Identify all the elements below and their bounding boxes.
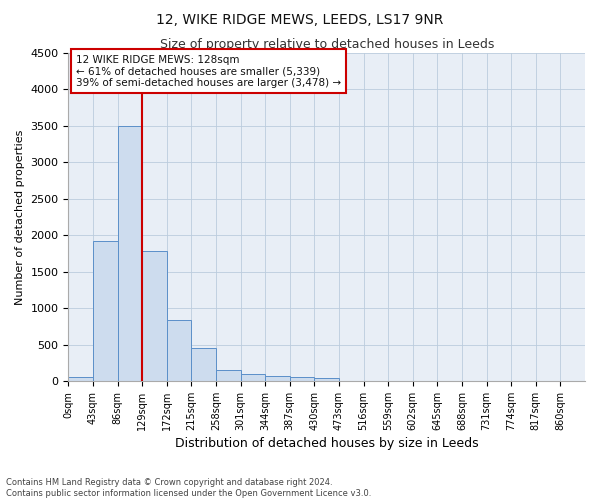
Bar	[216, 370, 241, 381]
Y-axis label: Number of detached properties: Number of detached properties	[15, 130, 25, 304]
Text: 12 WIKE RIDGE MEWS: 128sqm
← 61% of detached houses are smaller (5,339)
39% of s: 12 WIKE RIDGE MEWS: 128sqm ← 61% of deta…	[76, 54, 341, 88]
Text: Contains HM Land Registry data © Crown copyright and database right 2024.
Contai: Contains HM Land Registry data © Crown c…	[6, 478, 371, 498]
Title: Size of property relative to detached houses in Leeds: Size of property relative to detached ho…	[160, 38, 494, 51]
Bar	[191, 348, 216, 381]
Bar	[142, 252, 167, 381]
Bar	[167, 320, 191, 381]
X-axis label: Distribution of detached houses by size in Leeds: Distribution of detached houses by size …	[175, 437, 479, 450]
Bar	[118, 126, 142, 381]
Bar	[93, 241, 118, 381]
Bar	[290, 377, 314, 381]
Bar	[241, 374, 265, 381]
Text: 12, WIKE RIDGE MEWS, LEEDS, LS17 9NR: 12, WIKE RIDGE MEWS, LEEDS, LS17 9NR	[157, 12, 443, 26]
Bar	[265, 376, 290, 381]
Bar	[68, 378, 93, 381]
Bar	[314, 378, 339, 381]
